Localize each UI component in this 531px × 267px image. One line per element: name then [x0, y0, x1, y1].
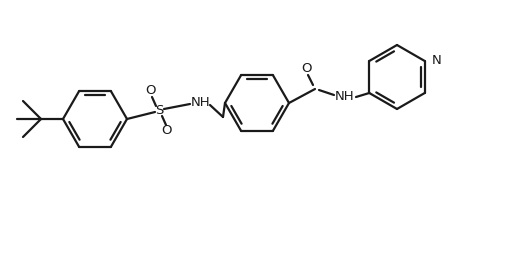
Text: O: O [302, 62, 312, 76]
Text: S: S [155, 104, 163, 117]
Text: O: O [162, 124, 172, 138]
Text: O: O [145, 84, 156, 97]
Text: NH: NH [335, 91, 355, 104]
Text: N: N [432, 54, 441, 68]
Text: NH: NH [191, 96, 211, 109]
